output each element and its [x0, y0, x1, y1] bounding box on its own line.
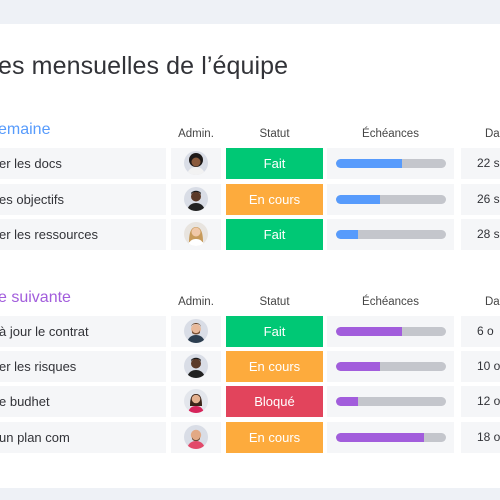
date-cell[interactable]: 10 o: [461, 351, 500, 382]
owner-cell[interactable]: [171, 184, 221, 215]
date-value: 18 o: [477, 430, 500, 444]
avatar[interactable]: [184, 222, 208, 246]
deadline-cell[interactable]: [327, 316, 454, 347]
status-cell[interactable]: Bloqué: [226, 386, 323, 417]
date-cell[interactable]: 18 o: [461, 422, 500, 453]
column-header-date[interactable]: Dat: [485, 296, 500, 308]
avatar[interactable]: [184, 425, 208, 449]
table-row[interactable]: à jour le contrat Fait 6 o: [0, 316, 500, 347]
avatar[interactable]: [184, 187, 208, 211]
timeline-bar: [336, 397, 446, 406]
table-row[interactable]: er les ressources Fait 28 s: [0, 219, 500, 250]
status-cell[interactable]: Fait: [226, 148, 323, 179]
avatar[interactable]: [184, 354, 208, 378]
status-cell[interactable]: Fait: [226, 316, 323, 347]
task-cell[interactable]: e budhet: [0, 386, 166, 417]
owner-cell[interactable]: [171, 219, 221, 250]
column-header-deadline[interactable]: Échéances: [362, 296, 419, 308]
date-value: 26 s: [477, 192, 500, 206]
date-cell[interactable]: 6 o: [461, 316, 500, 347]
table-row[interactable]: er les docs Fait 22 se: [0, 148, 500, 179]
column-header-owner[interactable]: Admin.: [178, 296, 214, 308]
status-cell[interactable]: Fait: [226, 219, 323, 250]
date-cell[interactable]: 22 se: [461, 148, 500, 179]
deadline-cell[interactable]: [327, 422, 454, 453]
task-name: es objectifs: [0, 192, 65, 207]
group-title-next-week[interactable]: e suivante: [0, 289, 71, 306]
table-row[interactable]: e budhet Bloqué 12 o: [0, 386, 500, 417]
status-cell[interactable]: En cours: [226, 422, 323, 453]
deadline-cell[interactable]: [327, 351, 454, 382]
avatar[interactable]: [184, 151, 208, 175]
timeline-progress: [336, 230, 358, 239]
date-value: 6 o: [477, 324, 494, 338]
column-header-status[interactable]: Statut: [259, 296, 290, 308]
timeline-bar: [336, 195, 446, 204]
timeline-bar: [336, 159, 446, 168]
group-title-this-week[interactable]: emaine: [0, 121, 51, 138]
owner-cell[interactable]: [171, 316, 221, 347]
board-card: [0, 24, 500, 488]
date-value: 10 o: [477, 359, 500, 373]
page-title: es mensuelles de l’équipe: [0, 52, 289, 80]
column-header-date[interactable]: Dat: [485, 128, 500, 140]
avatar[interactable]: [184, 319, 208, 343]
column-header-owner[interactable]: Admin.: [178, 128, 214, 140]
status-cell[interactable]: En cours: [226, 184, 323, 215]
table-row[interactable]: es objectifs En cours 26 s: [0, 184, 500, 215]
owner-cell[interactable]: [171, 386, 221, 417]
column-header-status[interactable]: Statut: [259, 128, 290, 140]
timeline-bar: [336, 230, 446, 239]
task-name: er les ressources: [0, 227, 98, 242]
timeline-progress: [336, 362, 380, 371]
task-name: à jour le contrat: [0, 324, 89, 339]
table-row[interactable]: un plan com En cours 18 o: [0, 422, 500, 453]
owner-cell[interactable]: [171, 148, 221, 179]
task-cell[interactable]: er les risques: [0, 351, 166, 382]
timeline-bar: [336, 327, 446, 336]
task-name: er les docs: [0, 156, 62, 171]
date-cell[interactable]: 26 s: [461, 184, 500, 215]
timeline-progress: [336, 327, 402, 336]
date-cell[interactable]: 12 o: [461, 386, 500, 417]
task-name: er les risques: [0, 359, 77, 374]
deadline-cell[interactable]: [327, 148, 454, 179]
date-value: 12 o: [477, 394, 500, 408]
owner-cell[interactable]: [171, 351, 221, 382]
timeline-progress: [336, 159, 402, 168]
task-name: un plan com: [0, 430, 70, 445]
deadline-cell[interactable]: [327, 386, 454, 417]
date-value: 22 se: [477, 156, 500, 170]
deadline-cell[interactable]: [327, 219, 454, 250]
task-cell[interactable]: er les docs: [0, 148, 166, 179]
timeline-progress: [336, 397, 358, 406]
timeline-progress: [336, 433, 424, 442]
task-cell[interactable]: es objectifs: [0, 184, 166, 215]
timeline-bar: [336, 362, 446, 371]
date-cell[interactable]: 28 s: [461, 219, 500, 250]
task-name: e budhet: [0, 394, 50, 409]
timeline-bar: [336, 433, 446, 442]
task-cell[interactable]: er les ressources: [0, 219, 166, 250]
avatar[interactable]: [184, 389, 208, 413]
task-cell[interactable]: à jour le contrat: [0, 316, 166, 347]
deadline-cell[interactable]: [327, 184, 454, 215]
status-cell[interactable]: En cours: [226, 351, 323, 382]
task-cell[interactable]: un plan com: [0, 422, 166, 453]
date-value: 28 s: [477, 227, 500, 241]
owner-cell[interactable]: [171, 422, 221, 453]
table-row[interactable]: er les risques En cours 10 o: [0, 351, 500, 382]
column-header-deadline[interactable]: Échéances: [362, 128, 419, 140]
timeline-progress: [336, 195, 380, 204]
